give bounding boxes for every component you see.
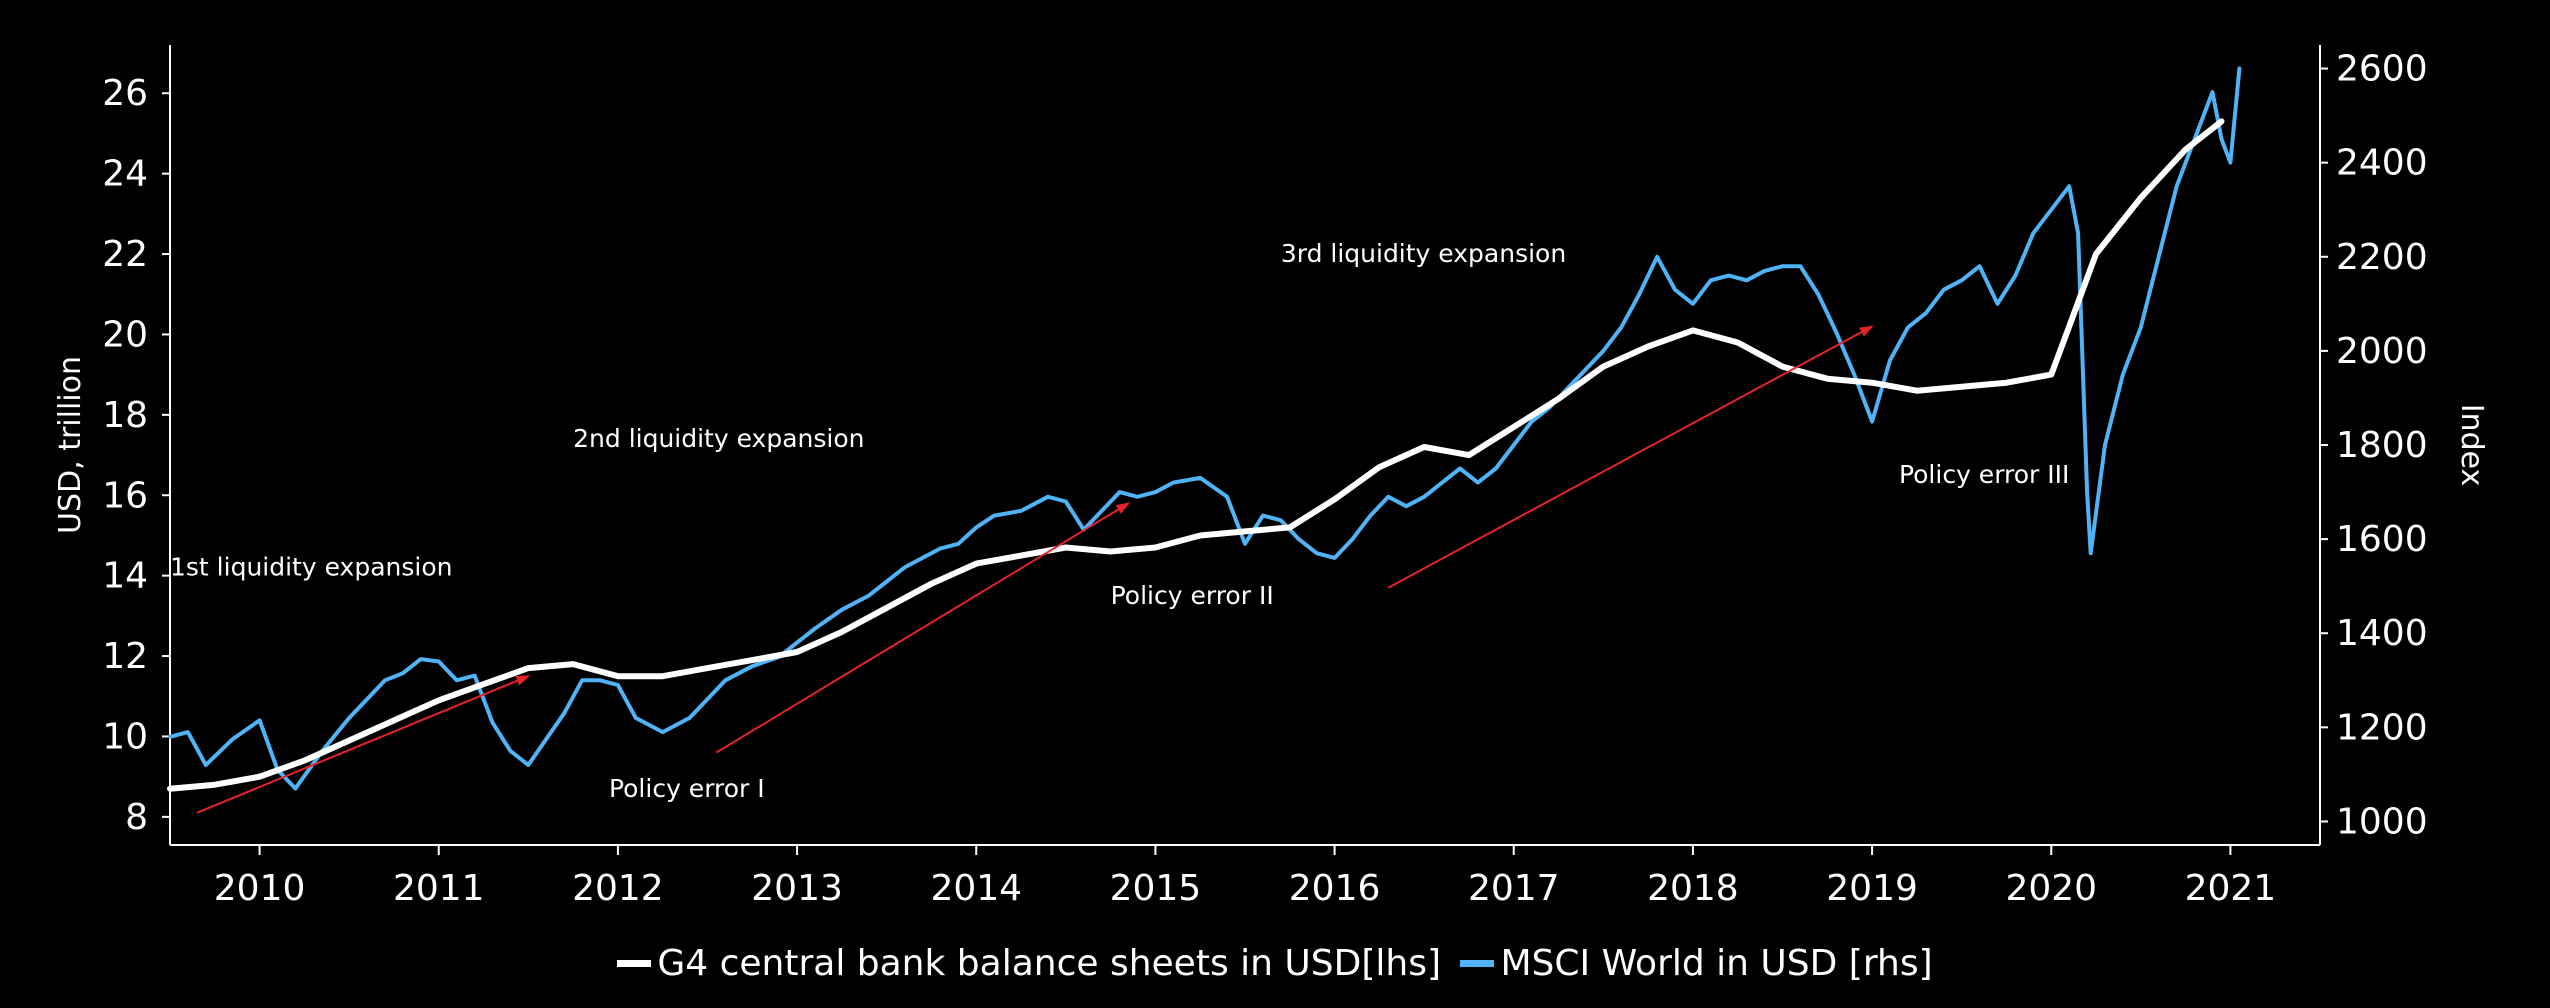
- axes: 8 10 12 14 16 18 20 22 24 26 1000 1200 1400 1600 1800 2…: [102, 45, 2428, 909]
- x-tick-label: 2010: [214, 868, 306, 909]
- annotation-label: 1st liquidity expansion: [170, 553, 452, 582]
- x-tick-label: 2013: [751, 868, 843, 909]
- series-line-msci-world: [168, 66, 2242, 791]
- series-line-g4-balance-sheets: [167, 118, 2225, 792]
- series-layer: [167, 66, 2242, 792]
- y-left-tick-label: 10: [102, 716, 148, 757]
- x-tick-label: 2017: [1468, 868, 1560, 909]
- y-left-tick-label: 20: [102, 314, 148, 355]
- y-right-tick-label: 2600: [2336, 49, 2428, 90]
- y-left-tick-label: 18: [102, 395, 148, 436]
- legend-label-g4: G4 central bank balance sheets in USD[lh…: [657, 943, 1441, 984]
- legend: G4 central bank balance sheets in USD[lh…: [0, 935, 2550, 984]
- y-right-tick-label: 2000: [2336, 331, 2428, 372]
- y-right-tick-label: 1200: [2336, 707, 2428, 748]
- legend-item-g4: G4 central bank balance sheets in USD[lh…: [617, 943, 1441, 984]
- y-left-tick-label: 22: [102, 234, 148, 275]
- annotation-label: 3rd liquidity expansion: [1281, 239, 1566, 268]
- legend-item-msci: MSCI World in USD [rhs]: [1460, 943, 1933, 984]
- y-right-axis-title: Index: [2454, 404, 2489, 487]
- x-tick-label: 2012: [572, 868, 664, 909]
- y-right-tick-label: 1400: [2336, 613, 2428, 654]
- x-tick-label: 2019: [1826, 868, 1918, 909]
- y-left-axis-title: USD, trillion: [53, 356, 88, 534]
- annotation-layer: 1st liquidity expansion 2nd liquidity exp…: [170, 239, 2069, 803]
- x-tick-label: 2015: [1110, 868, 1202, 909]
- legend-swatch-g4: [617, 960, 652, 967]
- x-tick-label: 2016: [1289, 868, 1381, 909]
- legend-label-msci: MSCI World in USD [rhs]: [1500, 943, 1933, 984]
- arrow-layer: [196, 325, 1874, 814]
- x-tick-label: 2011: [393, 868, 485, 909]
- annotation-label: Policy error III: [1899, 460, 2069, 489]
- y-right-tick-label: 1800: [2336, 425, 2428, 466]
- x-tick-label: 2014: [930, 868, 1022, 909]
- x-tick-label: 2018: [1647, 868, 1739, 909]
- y-left-tick-label: 26: [102, 73, 148, 114]
- trend-arrow: [715, 502, 1131, 754]
- y-left-tick-label: 8: [125, 797, 148, 838]
- y-right-tick-label: 1600: [2336, 519, 2428, 560]
- y-right-tick-label: 2200: [2336, 237, 2428, 278]
- annotation-label: Policy error II: [1111, 581, 1274, 610]
- y-left-tick-label: 16: [102, 475, 148, 516]
- trend-arrow: [196, 675, 531, 814]
- legend-swatch-msci: [1460, 960, 1495, 967]
- annotation-label: Policy error I: [609, 774, 765, 803]
- chart-svg: 8 10 12 14 16 18 20 22 24 26 1000 1200 1400 1600 1800 2…: [53, 45, 2489, 909]
- y-left-tick-label: 24: [102, 154, 148, 195]
- x-tick-label: 2020: [2005, 868, 2097, 909]
- y-left-tick-label: 12: [102, 636, 148, 677]
- y-right-tick-label: 1000: [2336, 801, 2428, 842]
- annotation-label: 2nd liquidity expansion: [573, 424, 864, 453]
- trend-arrow: [1387, 325, 1874, 589]
- y-right-tick-label: 2400: [2336, 143, 2428, 184]
- y-left-tick-label: 14: [102, 556, 148, 597]
- x-tick-label: 2021: [2185, 868, 2277, 909]
